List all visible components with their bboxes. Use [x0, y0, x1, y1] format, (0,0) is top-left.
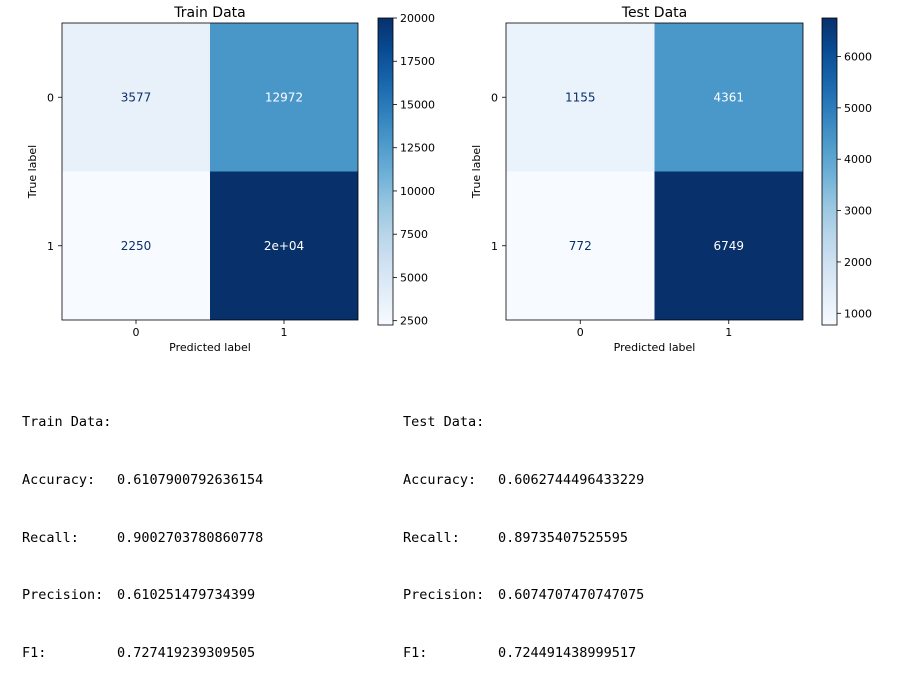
train-f1-row: F1: 0.727419239309505 [22, 644, 263, 663]
train-metrics-block: Train Data: Accuracy: 0.6107900792636154 … [22, 375, 263, 682]
train-colorbar-tick-label: 20000 [400, 12, 435, 25]
test-metrics-header: Test Data: [403, 414, 485, 431]
test-colorbar-tick-label: 6000 [844, 50, 872, 63]
train-y-tick-label: 1 [47, 240, 54, 253]
test-precision-row: Precision: 0.6074707470747075 [403, 586, 644, 605]
test-f1-row: F1: 0.724491438999517 [403, 644, 644, 663]
metric-value: 0.6107900792636154 [117, 472, 264, 489]
train-colorbar-tick-label: 5000 [400, 271, 428, 284]
metric-value: 0.610251479734399 [117, 587, 256, 604]
train-colorbar-tick-label: 12500 [400, 142, 435, 155]
test-colorbar-tick-label: 3000 [844, 205, 872, 218]
test-cell-1-1 [654, 171, 803, 320]
train-precision-row: Precision: 0.610251479734399 [22, 586, 263, 605]
train-cell-1-0 [62, 171, 210, 320]
test-chart-title: Test Data [621, 5, 687, 21]
test-cell-label-0-1: 4361 [713, 90, 744, 104]
metric-label: F1: [22, 644, 47, 661]
train-y-axis-label: True label [26, 145, 39, 199]
test-x-tick-label: 0 [577, 326, 584, 339]
train-x-axis-label: Predicted label [169, 341, 251, 354]
metric-label: Precision: [22, 587, 104, 604]
train-chart-title: Train Data [173, 5, 245, 21]
train-cell-label-1-0: 2250 [121, 239, 152, 253]
train-cell-0-1 [210, 23, 358, 172]
train-cell-label-1-1: 2e+04 [264, 239, 304, 253]
train-cell-0-0 [62, 23, 210, 172]
metric-value: 0.727419239309505 [117, 644, 256, 661]
metric-value: 0.6074707470747075 [498, 587, 645, 604]
metric-label: Accuracy: [403, 472, 477, 489]
test-cell-label-1-0: 772 [569, 239, 592, 253]
test-y-axis-label: True label [470, 145, 483, 199]
train-y-tick-label: 0 [47, 91, 54, 104]
train-x-tick-label: 1 [281, 326, 288, 339]
test-cell-label-0-0: 1155 [565, 90, 596, 104]
train-colorbar-tick-label: 10000 [400, 185, 435, 198]
train-recall-row: Recall: 0.9002703780860778 [22, 529, 263, 548]
train-metrics-header: Train Data: [22, 414, 112, 431]
train-x-tick-label: 0 [133, 326, 140, 339]
train-colorbar-tick-label: 15000 [400, 98, 435, 111]
metric-label: Recall: [403, 529, 460, 546]
test-cell-0-1 [654, 23, 803, 172]
test-colorbar [821, 17, 838, 326]
metric-value: 0.6062744496433229 [498, 472, 645, 489]
metric-value: 0.9002703780860778 [117, 529, 264, 546]
metric-label: Accuracy: [22, 472, 96, 489]
confusion-matrix-figure: 3577 12972 2250 2e+04 Train Data 0 1 0 1 Predicte… [26, 5, 872, 354]
metric-label: F1: [403, 644, 428, 661]
train-colorbar-tick-label: 2500 [400, 315, 428, 328]
train-colorbar-tick-label: 7500 [400, 228, 428, 241]
test-colorbar-tick-label: 5000 [844, 102, 872, 115]
train-colorbar [377, 17, 394, 326]
test-cell-0-0 [506, 23, 655, 172]
metric-label: Recall: [22, 529, 79, 546]
test-y-tick-label: 1 [491, 240, 498, 253]
test-x-tick-label: 1 [725, 326, 732, 339]
train-colorbar-tick-label: 17500 [400, 55, 435, 68]
train-accuracy-row: Accuracy: 0.6107900792636154 [22, 471, 263, 490]
test-y-tick-label: 0 [491, 91, 498, 104]
test-x-axis-label: Predicted label [614, 341, 696, 354]
test-colorbar-tick-label: 1000 [844, 307, 872, 320]
train-axes-frame [61, 22, 359, 321]
test-metrics-block: Test Data: Accuracy: 0.6062744496433229 R… [403, 375, 644, 682]
test-accuracy-row: Accuracy: 0.6062744496433229 [403, 471, 644, 490]
metric-value: 0.89735407525595 [498, 529, 629, 546]
metric-label: Precision: [403, 587, 485, 604]
test-recall-row: Recall: 0.89735407525595 [403, 529, 644, 548]
test-colorbar-tick-label: 2000 [844, 256, 872, 269]
train-cell-label-0-0: 3577 [121, 90, 152, 104]
test-cell-label-1-1: 6749 [713, 239, 744, 253]
metric-value: 0.724491438999517 [498, 644, 637, 661]
train-cell-label-0-1: 12972 [265, 90, 303, 104]
test-colorbar-tick-label: 4000 [844, 153, 872, 166]
test-cell-1-0 [506, 171, 655, 320]
train-cell-1-1 [210, 171, 358, 320]
test-axes-frame [505, 22, 804, 321]
